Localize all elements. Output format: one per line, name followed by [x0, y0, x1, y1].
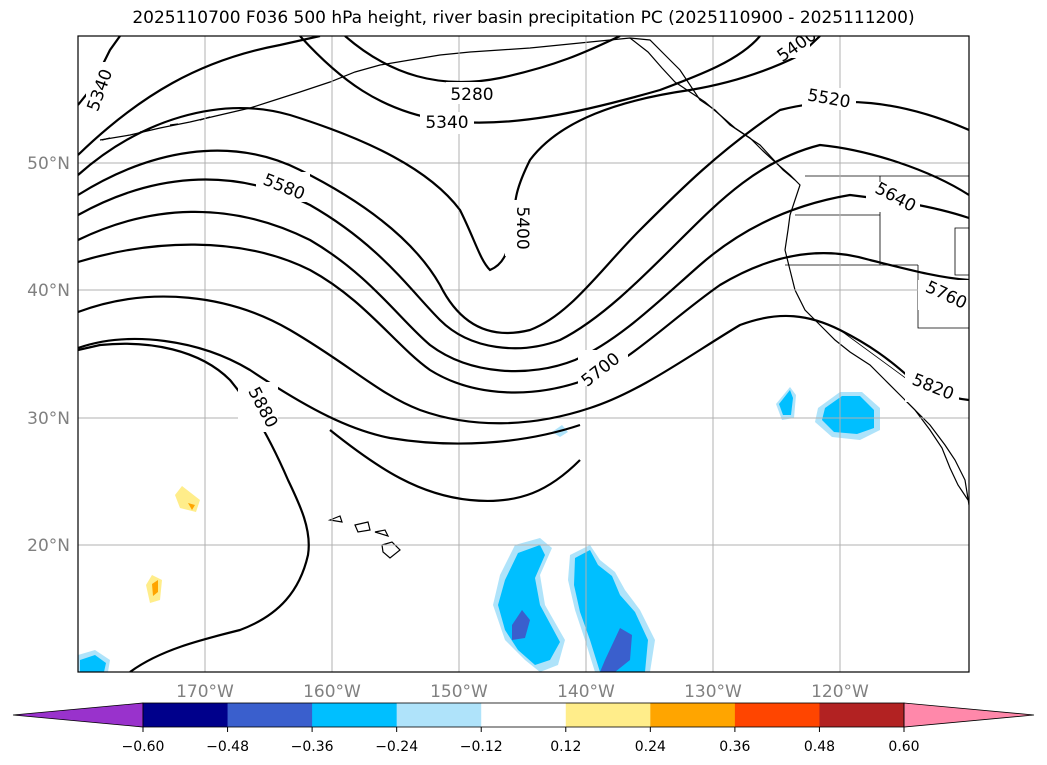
colorbar-cell [481, 703, 567, 727]
baja-coast [904, 399, 969, 501]
lat-label-20: 20°N [27, 536, 70, 556]
contour-line-9 [78, 243, 969, 394]
map-frame [77, 35, 970, 673]
contour-label-bg [446, 82, 500, 104]
colorbar-cell [565, 703, 651, 727]
contour-line-13 [329, 429, 581, 502]
contour-label-bg [905, 372, 959, 402]
precip-positive-1-core [188, 503, 195, 510]
contour-label-bg [86, 62, 122, 108]
contour-label-bg [238, 382, 278, 432]
latitude-labels: 50°N 40°N 30°N 20°N [27, 154, 70, 556]
longitude-labels: 170°W 160°W 150°W 140°W 130°W 120°W [176, 682, 869, 702]
lon-label-170: 170°W [176, 682, 234, 702]
gridlines [78, 36, 969, 672]
contour-labels: 5340 5280 5340 5400 5400 5520 5580 5640 … [84, 36, 969, 432]
colorbar-cell [396, 703, 482, 727]
contour-label-bg [256, 172, 310, 202]
contour-label-bg [918, 280, 969, 310]
colorbar-tick-label: 0.48 [804, 739, 835, 755]
colorbar-cell [650, 703, 736, 727]
contour-label-bg [776, 36, 810, 58]
colorbar-tick-label: 0.24 [635, 739, 666, 755]
contour-label-5400: 5400 [512, 206, 532, 249]
lon-label-130: 130°W [684, 682, 742, 702]
colorbar-tick-label: −0.48 [206, 739, 249, 755]
colorbar-right-extension [903, 702, 1035, 728]
contour-line-11 [78, 337, 581, 445]
precip-area-south-east-dark [600, 628, 632, 672]
contour-label-5340: 5340 [425, 113, 468, 133]
contour-line-10 [78, 295, 969, 425]
contour-line-2 [78, 36, 321, 156]
precip-area-south-west-dark [512, 610, 530, 640]
hawaii-islands [327, 515, 401, 559]
lat-label-50: 50°N [27, 154, 70, 174]
lat-label-40: 40°N [27, 281, 70, 301]
contour-line-8 [78, 193, 969, 373]
precipitation-shading [78, 387, 880, 672]
coastlines [99, 37, 969, 559]
contour-label-bg [866, 182, 920, 212]
contour-label-bg [420, 112, 474, 134]
precip-area-baja-core [822, 396, 874, 434]
colorbar-cell [819, 703, 905, 727]
colorbar-left-extension [12, 702, 144, 728]
colorbar-cell [143, 703, 229, 727]
precip-area-corner-core [80, 655, 106, 672]
contour-label-bg [505, 200, 529, 256]
state-borders [785, 176, 969, 386]
precip-area-small-core [779, 390, 793, 415]
colorbar-cell [227, 703, 313, 727]
contour-line-5 [78, 36, 821, 272]
lon-label-160: 160°W [303, 682, 361, 702]
contour-line-3 [344, 36, 621, 84]
contour-line-4 [299, 36, 761, 124]
colorbar-tick-label: −0.12 [460, 739, 503, 755]
lon-label-140: 140°W [557, 682, 615, 702]
colorbar-frame [142, 702, 905, 728]
precip-positive-2-core [152, 580, 158, 596]
alaska-coast [99, 37, 796, 181]
colorbar-tick-label: 0.60 [888, 739, 919, 755]
colorbar-tick-label: −0.36 [291, 739, 334, 755]
colorbar-cell [312, 703, 398, 727]
contour-line-12 [78, 342, 310, 672]
lon-label-150: 150°W [430, 682, 488, 702]
colorbar-cell [734, 703, 820, 727]
map-title: 2025110700 F036 500 hPa height, river ba… [132, 8, 915, 28]
lon-label-120: 120°W [811, 682, 869, 702]
colorbar: −0.60 −0.48 −0.36 −0.24 −0.12 0.12 0.24 0.36 0.4… [12, 702, 1035, 755]
political-borders [785, 175, 969, 386]
colorbar-tick-label: −0.60 [122, 739, 165, 755]
colorbar-tick-label: 0.36 [719, 739, 750, 755]
contour-label-bg [802, 88, 856, 110]
colorbar-tick-label: 0.12 [550, 739, 581, 755]
contour-label-bg [578, 350, 628, 386]
lat-label-30: 30°N [27, 409, 70, 429]
contour-label-5280: 5280 [450, 85, 493, 105]
contour-line-6 [78, 100, 969, 335]
colorbar-tick-label: −0.24 [375, 739, 418, 755]
